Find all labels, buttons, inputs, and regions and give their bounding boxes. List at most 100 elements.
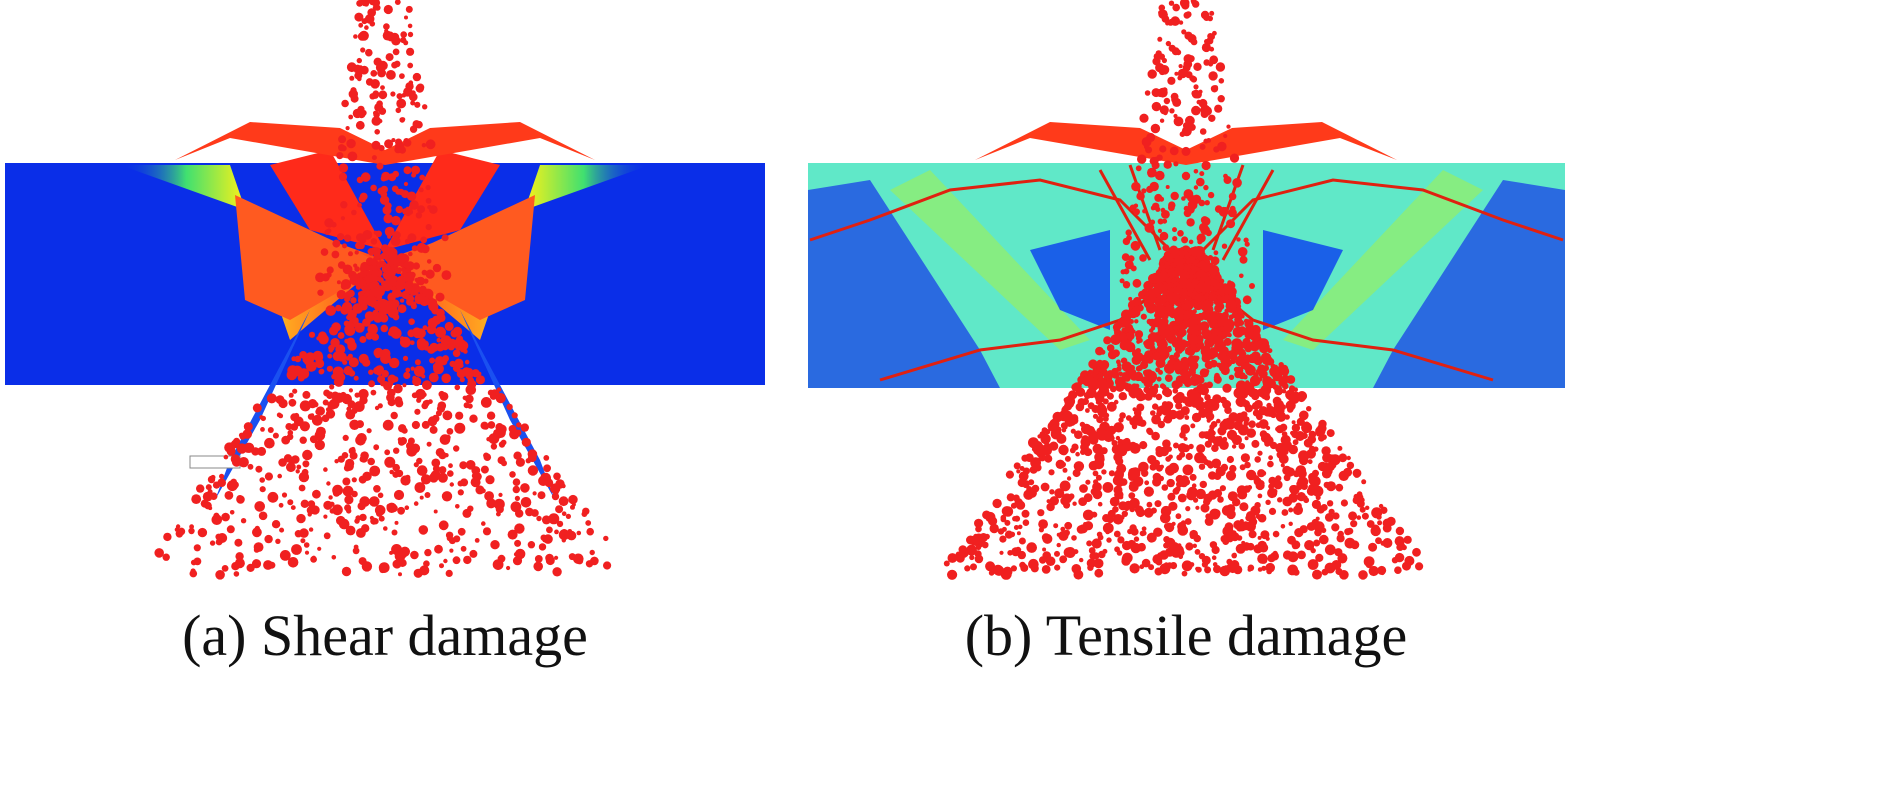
particle xyxy=(1016,531,1021,536)
particle xyxy=(1155,558,1163,566)
particle xyxy=(481,521,486,526)
particle xyxy=(1273,480,1283,490)
particle xyxy=(368,369,374,375)
particle xyxy=(279,527,285,533)
particle xyxy=(193,544,201,552)
particle xyxy=(1176,454,1183,461)
particle xyxy=(474,538,480,543)
particle xyxy=(1091,511,1098,518)
particle xyxy=(1199,128,1207,135)
particle xyxy=(1272,550,1278,557)
particle xyxy=(1180,290,1188,297)
particle xyxy=(1365,562,1372,569)
particle xyxy=(1268,455,1273,461)
particle xyxy=(1178,20,1184,25)
particle xyxy=(1133,536,1140,542)
particle xyxy=(1019,466,1025,471)
particle xyxy=(1290,555,1297,562)
particle xyxy=(1201,353,1211,363)
particle xyxy=(304,359,310,365)
particle xyxy=(348,357,359,368)
particle xyxy=(312,350,323,361)
particle xyxy=(1203,13,1208,18)
particle xyxy=(286,369,298,381)
particle xyxy=(460,478,469,487)
particle xyxy=(1064,455,1071,462)
particle xyxy=(409,200,419,210)
particle xyxy=(1165,40,1172,47)
particle xyxy=(1083,493,1093,503)
particle xyxy=(1344,528,1352,536)
particle xyxy=(1225,298,1237,310)
particle xyxy=(427,317,438,329)
particle xyxy=(1171,380,1181,390)
particle xyxy=(1181,29,1187,35)
particle xyxy=(455,411,464,420)
particle xyxy=(1255,513,1261,520)
particle xyxy=(1119,278,1125,284)
particle xyxy=(411,165,421,175)
particle xyxy=(495,505,504,514)
particle xyxy=(403,166,412,175)
particle xyxy=(344,338,350,344)
particle xyxy=(398,424,407,433)
particle xyxy=(347,309,357,320)
particle xyxy=(336,152,344,160)
particle xyxy=(1181,146,1191,156)
particle xyxy=(1128,481,1139,492)
particle xyxy=(1232,178,1242,188)
particle xyxy=(1237,424,1249,436)
particle xyxy=(1237,247,1248,257)
particle xyxy=(200,499,209,508)
particle xyxy=(565,513,572,520)
particle xyxy=(1165,465,1176,476)
particle xyxy=(1375,537,1382,545)
particle xyxy=(367,323,379,335)
particle xyxy=(372,518,379,525)
particle xyxy=(408,318,415,326)
particle xyxy=(391,215,401,226)
particle xyxy=(1147,429,1154,436)
particle xyxy=(386,393,395,402)
particle xyxy=(493,390,498,395)
particle xyxy=(1244,329,1254,340)
particle xyxy=(1196,383,1206,393)
particle xyxy=(1077,463,1082,467)
particle xyxy=(427,416,438,427)
particle xyxy=(1213,250,1219,256)
particle xyxy=(314,439,325,451)
particle xyxy=(1300,482,1308,490)
particle xyxy=(1203,184,1209,191)
particle xyxy=(373,485,381,493)
particle xyxy=(1150,205,1156,211)
particle xyxy=(188,527,195,535)
particle xyxy=(469,549,478,558)
particle xyxy=(1312,469,1319,477)
particle xyxy=(374,129,381,135)
particle xyxy=(337,352,347,362)
particle xyxy=(1164,522,1175,533)
particle xyxy=(1149,181,1159,192)
particle xyxy=(1242,295,1252,305)
particle xyxy=(487,421,496,429)
particle xyxy=(1191,265,1199,273)
particle xyxy=(1071,535,1077,541)
particle xyxy=(1122,281,1131,289)
particle xyxy=(391,299,400,308)
particle xyxy=(416,457,423,465)
particle xyxy=(1013,462,1021,470)
particle xyxy=(1255,422,1262,429)
particle xyxy=(324,229,331,235)
particle xyxy=(1172,395,1178,401)
particle xyxy=(1386,519,1394,526)
particle xyxy=(1181,171,1191,181)
particle xyxy=(392,559,402,569)
particle xyxy=(350,94,359,103)
particle xyxy=(997,528,1005,535)
damage-zone xyxy=(1283,170,1483,350)
particle xyxy=(1204,566,1212,574)
particle xyxy=(1152,403,1159,410)
particle xyxy=(315,426,326,437)
particle xyxy=(1159,231,1169,241)
particle xyxy=(436,404,446,413)
